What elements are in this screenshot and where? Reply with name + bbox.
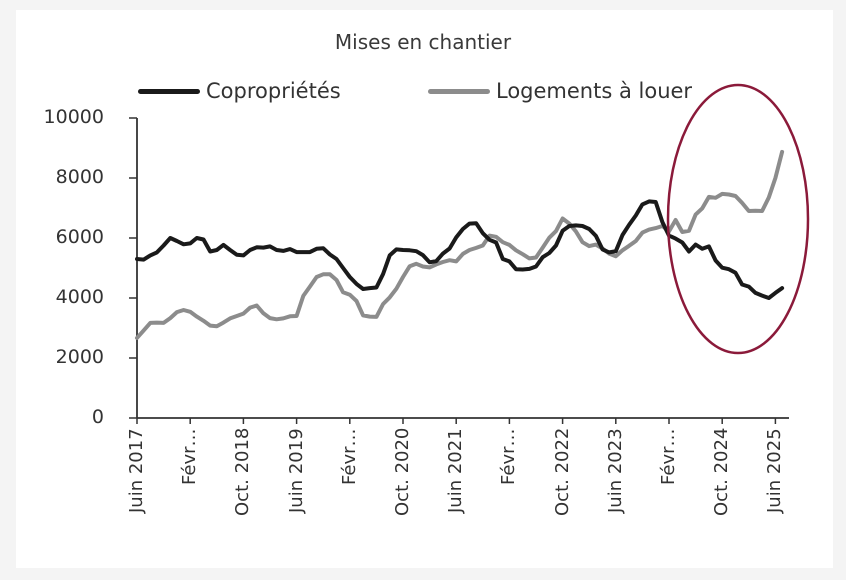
highlight-ellipse <box>666 83 810 355</box>
legend-item-logements: Logements à louer <box>428 77 692 105</box>
legend-swatch-black-line-icon <box>138 88 200 94</box>
chart-panel <box>16 10 833 568</box>
y-tick-label: 8000 <box>55 166 104 188</box>
y-tick-label: 2000 <box>55 346 104 368</box>
legend-label: Copropriétés <box>206 79 341 103</box>
series-line-1 <box>135 149 785 340</box>
chart-title: Mises en chantier <box>334 30 512 54</box>
y-tick-label: 6000 <box>55 226 104 248</box>
y-tick-label: 10000 <box>43 106 104 128</box>
series-line-0 <box>135 199 785 300</box>
y-tick-label: 0 <box>91 406 104 428</box>
y-tick-label: 4000 <box>55 286 104 308</box>
axes <box>129 117 789 424</box>
legend-label: Logements à louer <box>496 79 693 103</box>
legend-swatch-gray-line-icon <box>428 88 490 94</box>
data-lines <box>135 149 785 340</box>
legend-item-coproprietes: Copropriétés <box>138 77 341 105</box>
